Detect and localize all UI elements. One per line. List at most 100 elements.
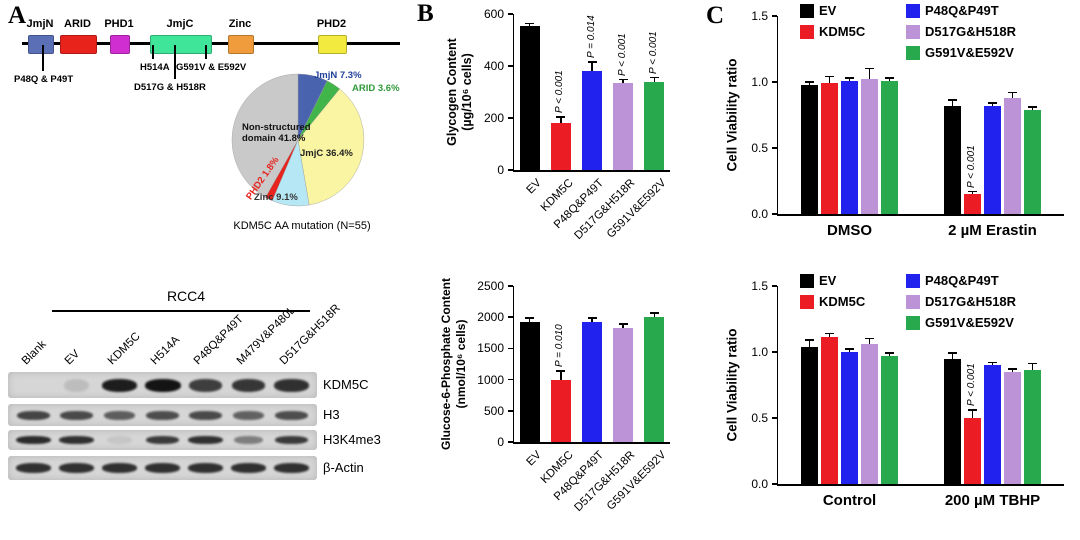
blot-strip-actin bbox=[8, 456, 317, 480]
y-axis bbox=[776, 16, 778, 216]
y-tick-label: 1.5 bbox=[751, 279, 768, 293]
lane-label-ev: EV bbox=[62, 347, 82, 368]
blot-band bbox=[107, 436, 132, 444]
error-bar bbox=[622, 79, 624, 83]
pie-caption: KDM5C AA mutation (N=55) bbox=[233, 220, 371, 232]
legend-swatch-kdm5c bbox=[800, 295, 814, 309]
error-bar bbox=[888, 353, 891, 356]
error-bar-cap bbox=[948, 352, 957, 354]
blot-band bbox=[189, 410, 222, 420]
error-bar-cap bbox=[618, 323, 628, 325]
domain-label-phd2: PHD2 bbox=[316, 18, 347, 30]
error-bar-cap bbox=[885, 77, 894, 79]
domain-label-arid: ARID bbox=[64, 18, 91, 30]
y-tick-mark bbox=[771, 285, 777, 287]
blot-target-label-actin: β-Actin bbox=[323, 460, 364, 475]
legend-swatch-g591v-e592v bbox=[906, 46, 920, 60]
legend-swatch-ev bbox=[800, 4, 814, 18]
domain-zinc bbox=[228, 35, 254, 54]
y-axis-title: Glycogen Content (µg/10⁶ cells) bbox=[445, 38, 474, 146]
error-bar bbox=[828, 76, 831, 84]
error-bar-cap bbox=[1008, 368, 1017, 370]
group-label-control: Control bbox=[822, 492, 877, 509]
bar-ev-control bbox=[801, 346, 818, 484]
y-tick-label: 400 bbox=[483, 59, 504, 73]
legend-swatch-d517g-h518r bbox=[906, 295, 920, 309]
error-bar bbox=[808, 82, 811, 85]
blot-band bbox=[17, 410, 50, 420]
erastin-viability-chart: 0.0 0.5 1.0 1.5 Cell Viability ratio DMSO 2 µM… bbox=[716, 0, 1080, 270]
bar-ev-200-m-tbhp bbox=[944, 358, 961, 484]
group-label-200-m-tbhp: 200 µM TBHP bbox=[944, 492, 1041, 509]
bar-p48q-p49t-200-m-tbhp bbox=[984, 365, 1001, 484]
blot-band bbox=[146, 410, 179, 420]
bar-d517g-h518r-200-m-tbhp bbox=[1004, 371, 1021, 484]
error-bar bbox=[848, 78, 851, 81]
error-bar-cap bbox=[825, 332, 834, 335]
bar-ev-2-m-erastin bbox=[944, 105, 961, 214]
bar-p48q-p49t-dmso bbox=[841, 80, 858, 214]
error-bar-cap bbox=[587, 317, 597, 319]
blot-strip-kdm5c bbox=[8, 372, 317, 398]
panel-a-label: A bbox=[8, 2, 27, 29]
y-tick-label: 1.0 bbox=[751, 345, 768, 359]
blot-band bbox=[103, 410, 136, 420]
error-bar bbox=[560, 117, 562, 124]
error-bar bbox=[828, 333, 831, 338]
legend-label-d517g-h518r: D517G&H518R bbox=[925, 294, 1017, 309]
blot-strip-h3 bbox=[8, 404, 317, 426]
error-bar-cap bbox=[845, 77, 854, 79]
y-tick-label: 500 bbox=[483, 403, 504, 418]
mutation-label-d517g-h518r: D517G & H518R bbox=[134, 82, 206, 93]
error-bar bbox=[868, 338, 871, 345]
error-bar bbox=[868, 68, 871, 80]
error-bar bbox=[991, 362, 994, 366]
bar-p48q-p49t bbox=[582, 71, 602, 170]
panel-b-label: B bbox=[417, 0, 434, 27]
pie-slice-label-non-structured-domain-41-8: Non-structured domain 41.8% bbox=[242, 122, 311, 144]
x-axis bbox=[512, 442, 670, 444]
y-tick-label: 0.0 bbox=[751, 207, 768, 221]
error-bar-cap bbox=[988, 102, 997, 104]
error-bar-cap bbox=[948, 99, 957, 101]
bar-p48q-p49t-2-m-erastin bbox=[984, 105, 1001, 214]
x-axis bbox=[776, 214, 1064, 216]
y-tick-label: 1.5 bbox=[751, 9, 768, 23]
tbhp-viability-chart: 0.0 0.5 1.0 1.5 Cell Viability ratio Control 2… bbox=[716, 270, 1080, 538]
error-bar-cap bbox=[525, 22, 535, 25]
legend-swatch-p48q-p49t bbox=[906, 4, 920, 18]
blot-band bbox=[274, 378, 309, 392]
bar-d517g-h518r bbox=[613, 328, 634, 442]
error-bar bbox=[991, 103, 994, 106]
y-tick-label: 2000 bbox=[477, 310, 504, 325]
bar-g591v-e592v-2-m-erastin bbox=[1024, 109, 1041, 214]
error-bar bbox=[528, 318, 531, 323]
domain-arid bbox=[60, 35, 97, 54]
y-tick-mark bbox=[507, 117, 513, 119]
blot-target-label-h3: H3 bbox=[323, 407, 340, 422]
domain-label-zinc: Zinc bbox=[228, 18, 252, 30]
bar-p48q-p49t bbox=[582, 321, 602, 442]
pie-slice-non-structured-domain-41-8 bbox=[231, 73, 299, 198]
bar-kdm5c-dmso bbox=[821, 83, 838, 214]
error-bar bbox=[848, 349, 851, 352]
pie-slice-label-zinc-9-1: Zinc 9.1% bbox=[254, 192, 298, 203]
error-bar bbox=[971, 191, 974, 195]
blot-band bbox=[145, 463, 180, 473]
error-bar bbox=[888, 78, 891, 81]
bar-d517g-h518r-control bbox=[861, 344, 878, 484]
blot-band bbox=[144, 378, 181, 392]
error-bar bbox=[591, 318, 593, 322]
y-tick-label: 600 bbox=[483, 7, 504, 21]
x-tick-label: EV bbox=[524, 177, 545, 197]
legend-label-d517g-h518r: D517G&H518R bbox=[925, 24, 1017, 39]
error-bar bbox=[951, 353, 954, 359]
error-bar-cap bbox=[968, 409, 977, 411]
domain-phd2 bbox=[318, 35, 347, 54]
pie-svg bbox=[231, 73, 365, 207]
error-bar-cap bbox=[1008, 91, 1017, 94]
legend-swatch-ev bbox=[800, 274, 814, 288]
bar-g591v-e592v-control bbox=[881, 355, 898, 484]
y-tick-mark bbox=[771, 351, 777, 353]
legend-label-kdm5c: KDM5C bbox=[819, 294, 866, 309]
